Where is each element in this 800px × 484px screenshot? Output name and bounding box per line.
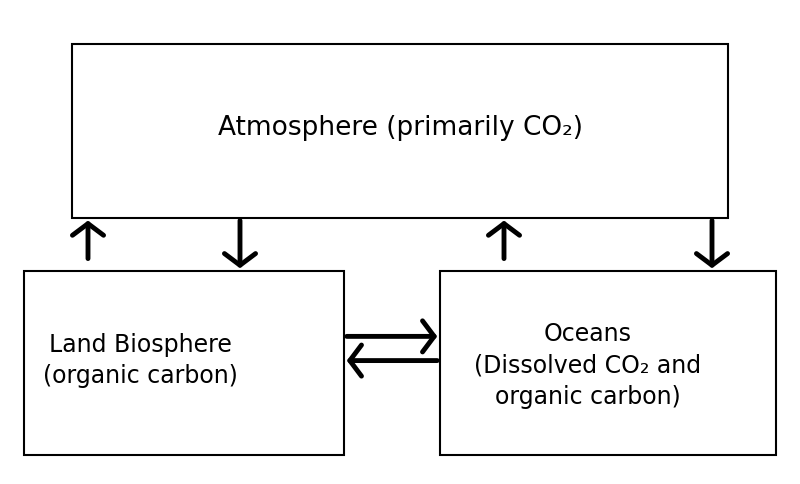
Text: Oceans
(Dissolved CO₂ and
organic carbon): Oceans (Dissolved CO₂ and organic carbon… xyxy=(474,322,702,409)
FancyBboxPatch shape xyxy=(24,271,344,455)
Text: Atmosphere (primarily CO₂): Atmosphere (primarily CO₂) xyxy=(218,115,582,141)
Text: Land Biosphere
(organic carbon): Land Biosphere (organic carbon) xyxy=(42,333,238,388)
FancyBboxPatch shape xyxy=(72,44,728,218)
FancyBboxPatch shape xyxy=(440,271,776,455)
